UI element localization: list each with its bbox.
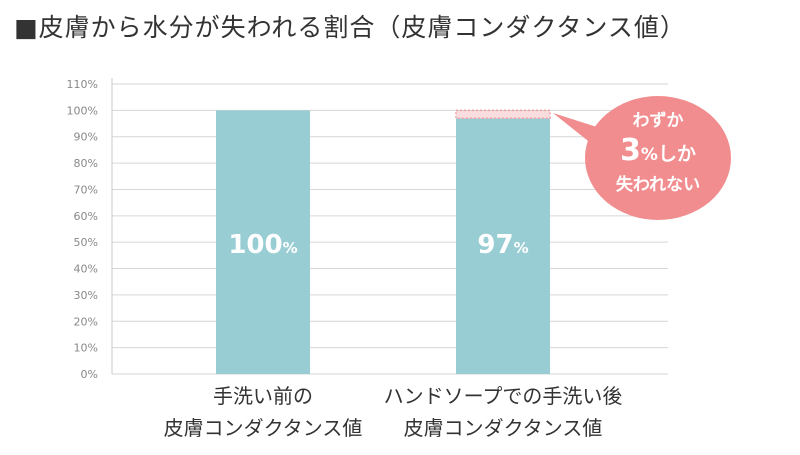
callout-bubble	[585, 96, 731, 220]
callout-suffix: しか	[658, 143, 696, 165]
callout-unit: %	[641, 145, 658, 165]
lost-portion	[455, 109, 551, 120]
bars: 100% 97%	[216, 109, 551, 374]
callout-number: 3	[620, 133, 641, 168]
bar-value-label: 97%	[477, 230, 528, 260]
category-label-line: 皮膚コンダクタンス値	[403, 416, 603, 440]
category-label-line: ハンドソープでの手洗い後	[383, 384, 623, 408]
y-tick-label: 0%	[81, 368, 98, 381]
y-tick-label: 30%	[74, 289, 98, 302]
bar-value-unit: %	[283, 239, 298, 257]
y-tick-label: 50%	[74, 236, 98, 249]
y-tick-label: 90%	[74, 131, 98, 144]
bar	[456, 118, 550, 374]
callout-line: わずか	[633, 111, 684, 131]
bar-value-unit: %	[514, 239, 529, 257]
category-label-line: 手洗い前の	[213, 384, 313, 408]
chart-title: ■皮膚から水分が失われる割合（皮膚コンダクタンス値）	[14, 13, 686, 42]
callout-line: 失われない	[616, 174, 700, 195]
bar-value-label: 100%	[228, 230, 297, 260]
category-label: ハンドソープでの手洗い後 皮膚コンダクタンス値	[343, 380, 663, 444]
bar-value-number: 100	[228, 230, 282, 260]
y-tick-label: 110%	[67, 78, 98, 91]
bar-value-number: 97	[477, 230, 513, 260]
category-label: 手洗い前の 皮膚コンダクタンス値	[103, 380, 423, 444]
y-tick-label: 20%	[74, 315, 98, 328]
y-tick-label: 100%	[67, 104, 98, 117]
bar	[216, 110, 310, 374]
gridlines	[111, 78, 668, 375]
callout-line: 3%しか	[620, 133, 696, 168]
y-tick-label: 40%	[74, 263, 98, 276]
y-tick-label: 10%	[74, 342, 98, 355]
y-tick-label: 60%	[74, 210, 98, 223]
y-tick-label: 80%	[74, 157, 98, 170]
category-label-line: 皮膚コンダクタンス値	[163, 416, 363, 440]
y-axis-ticks: 0% 10% 20% 30% 40% 50% 60% 70% 80% 90% 100% 110%	[67, 78, 98, 381]
y-tick-label: 70%	[74, 183, 98, 196]
